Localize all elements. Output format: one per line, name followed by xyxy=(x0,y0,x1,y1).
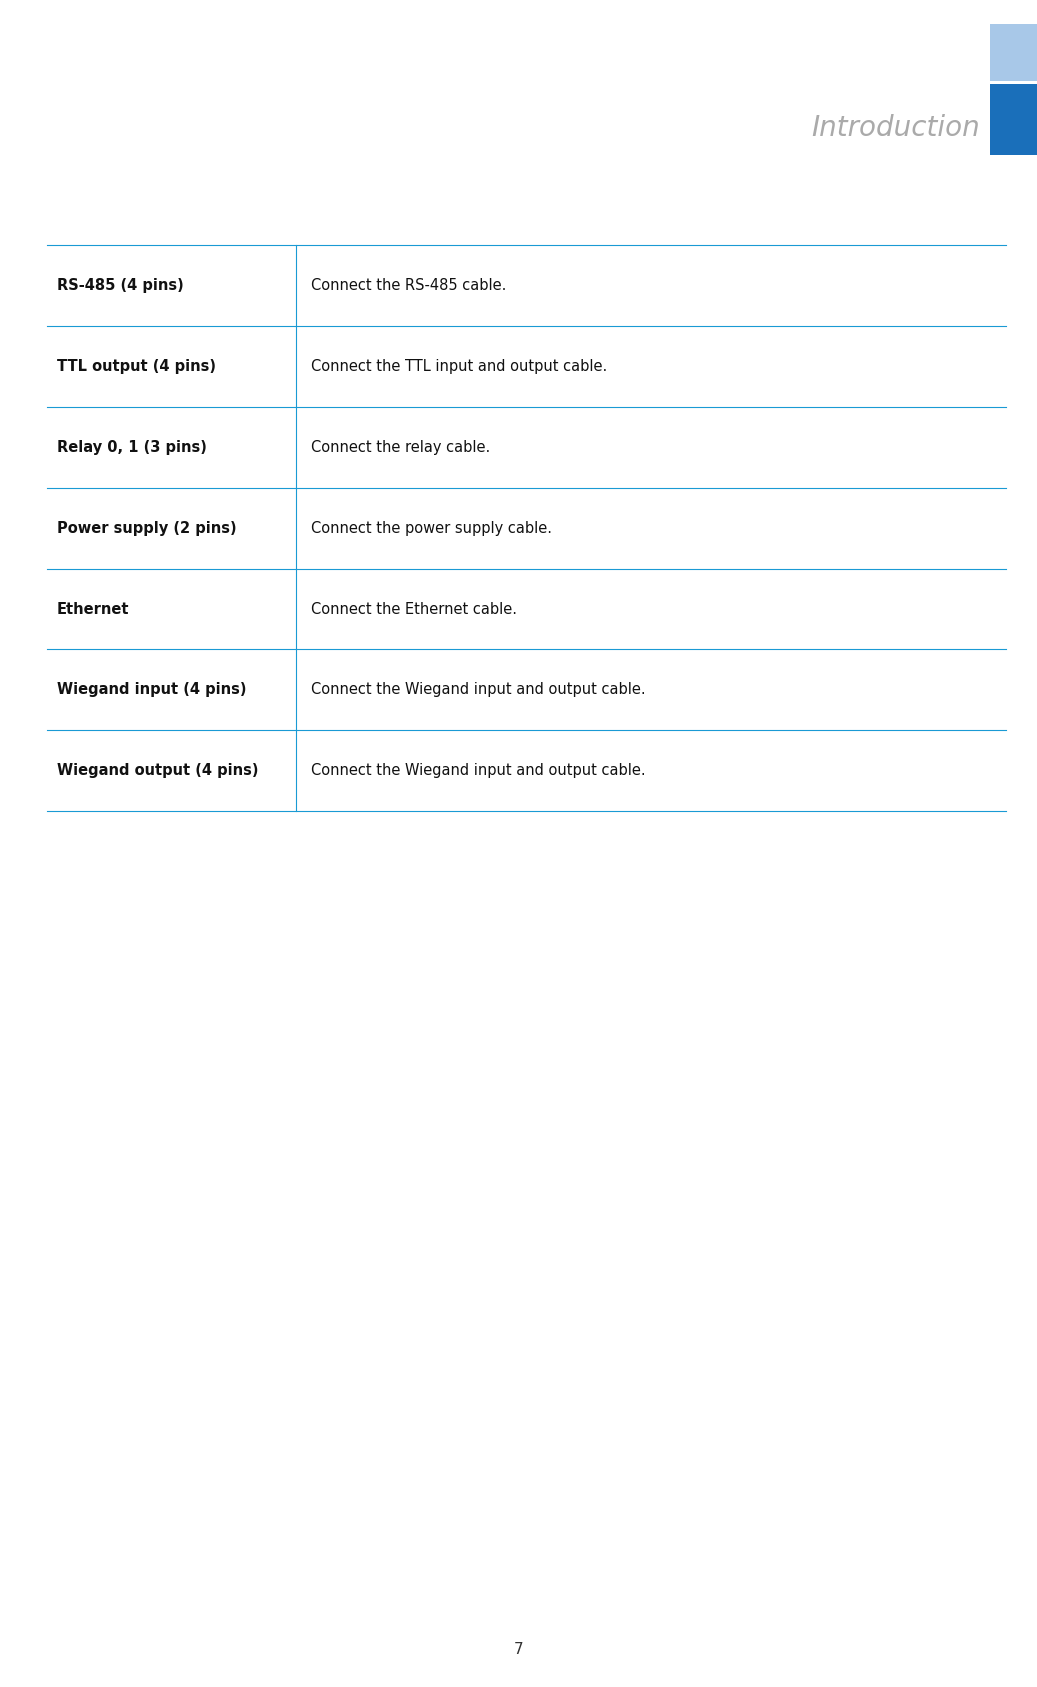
Text: Connect the TTL input and output cable.: Connect the TTL input and output cable. xyxy=(311,359,608,373)
Text: Connect the Wiegand input and output cable.: Connect the Wiegand input and output cab… xyxy=(311,764,646,778)
Text: Introduction: Introduction xyxy=(811,115,980,142)
Text: Relay 0, 1 (3 pins): Relay 0, 1 (3 pins) xyxy=(57,440,207,454)
Text: Wiegand output (4 pins): Wiegand output (4 pins) xyxy=(57,764,258,778)
Text: Wiegand input (4 pins): Wiegand input (4 pins) xyxy=(57,683,247,697)
Text: RS-485 (4 pins): RS-485 (4 pins) xyxy=(57,278,184,292)
Bar xyxy=(990,84,1037,155)
Text: Connect the power supply cable.: Connect the power supply cable. xyxy=(311,521,552,535)
Text: Power supply (2 pins): Power supply (2 pins) xyxy=(57,521,236,535)
Text: Connect the Ethernet cable.: Connect the Ethernet cable. xyxy=(311,602,517,616)
Text: Connect the Wiegand input and output cable.: Connect the Wiegand input and output cab… xyxy=(311,683,646,697)
Text: 7: 7 xyxy=(513,1643,524,1657)
Text: Connect the RS-485 cable.: Connect the RS-485 cable. xyxy=(311,278,506,292)
Text: Connect the relay cable.: Connect the relay cable. xyxy=(311,440,491,454)
Text: Ethernet: Ethernet xyxy=(57,602,130,616)
Text: TTL output (4 pins): TTL output (4 pins) xyxy=(57,359,216,373)
Bar xyxy=(990,24,1037,81)
